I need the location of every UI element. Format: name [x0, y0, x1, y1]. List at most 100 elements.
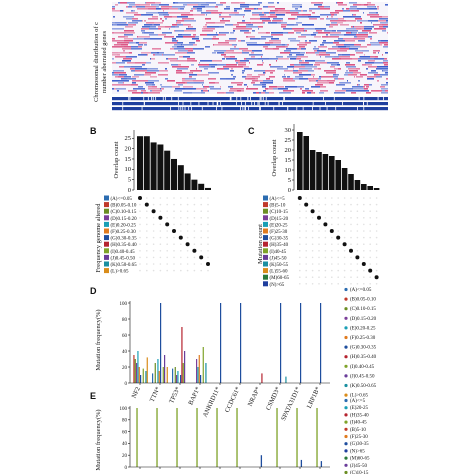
heatmap-cell [170, 48, 174, 50]
b-legend-swatch [104, 202, 109, 208]
heatmap-cell [254, 8, 256, 10]
heatmap-cell [330, 32, 341, 34]
heatmap-track-gap [242, 107, 244, 111]
e-legend-marker [344, 449, 348, 453]
heatmap-cell [165, 68, 167, 70]
heatmap-cell [293, 72, 302, 74]
heatmap-cell [133, 38, 144, 40]
c-matrix-cell [299, 223, 301, 226]
heatmap-cell [148, 88, 160, 90]
heatmap-cell [248, 22, 251, 24]
heatmap-cell [263, 72, 265, 74]
heatmap-cell [217, 92, 224, 94]
heatmap-cell [362, 50, 369, 52]
b-matrix-dot [178, 235, 183, 240]
d-bar [240, 303, 242, 383]
heatmap-cell [174, 90, 182, 92]
heatmap-cell [112, 38, 115, 40]
heatmap-cell [202, 30, 210, 32]
c-bar [341, 168, 348, 190]
heatmap-cell [331, 64, 333, 66]
heatmap-cell [183, 36, 195, 38]
heatmap-cell [370, 42, 379, 44]
heatmap-cell [340, 82, 351, 84]
heatmap-cell [360, 46, 367, 48]
heatmap-cell [206, 2, 216, 4]
heatmap-cell [309, 10, 312, 12]
heatmap-cell [333, 64, 337, 66]
b-legend-label: (F)0.25-0.30 [111, 230, 137, 235]
b-matrix-cell [152, 203, 155, 206]
c-matrix-cell [299, 276, 301, 279]
c-legend-label: (L)55-60 [270, 270, 289, 275]
heatmap-cell [271, 32, 283, 34]
heatmap-cell [352, 86, 363, 88]
c-matrix-cell [331, 263, 333, 265]
heatmap-cell [115, 4, 118, 6]
c-matrix-cell [343, 197, 346, 199]
heatmap-cell [355, 18, 362, 20]
heatmap-cell [354, 36, 357, 38]
b-legend-swatch [104, 208, 109, 214]
heatmap-cell [343, 16, 352, 18]
c-matrix-cell [305, 276, 308, 279]
heatmap-cell [334, 14, 337, 16]
heatmap-track-gap [323, 97, 324, 101]
heatmap-cell [358, 40, 365, 42]
heatmap-cell [358, 32, 368, 34]
heatmap-cell [309, 8, 320, 10]
c-matrix-cell [363, 197, 365, 199]
b-matrix-cell [200, 250, 202, 252]
heatmap-cell [129, 42, 133, 44]
panel-b-bars [137, 136, 211, 190]
heatmap-cell [181, 44, 182, 46]
c-matrix-cell [299, 256, 301, 259]
heatmap-cell [181, 14, 193, 16]
heatmap-cell [135, 68, 147, 70]
heatmap-track-gap [264, 102, 266, 106]
heatmap-cell [299, 62, 309, 64]
heatmap-cell [139, 42, 147, 44]
heatmap-cell [222, 18, 224, 20]
heatmap-cell [152, 16, 158, 18]
heatmap-cell [368, 66, 377, 68]
heatmap-cell [168, 58, 177, 60]
c-matrix-cell [350, 283, 352, 285]
heatmap-cell [342, 54, 350, 56]
b-matrix-cell [166, 217, 168, 219]
b-matrix-cell [173, 269, 175, 272]
heatmap-cell [369, 8, 377, 10]
b-bar [191, 179, 198, 190]
heatmap-cell [114, 88, 116, 90]
heatmap-cell [346, 8, 349, 10]
b-matrix-cell [173, 236, 175, 239]
heatmap-cell [141, 14, 153, 16]
heatmap-cell [112, 58, 114, 60]
b-matrix-cell [139, 223, 141, 226]
heatmap-cell [240, 4, 249, 6]
heatmap-cell [298, 36, 306, 38]
panel-c-upset: Overlap count Mutation count 05101520253… [257, 124, 380, 288]
c-matrix-cell [343, 230, 346, 232]
heatmap-cell [193, 14, 205, 16]
heatmap-cell [329, 82, 334, 84]
heatmap-cell [172, 38, 176, 40]
heatmap-cell [344, 44, 354, 46]
heatmap-cell [381, 84, 388, 86]
c-matrix-cell [375, 283, 378, 285]
heatmap-cell [338, 38, 339, 40]
heatmap-track-gap [357, 107, 358, 111]
heatmap-cell [123, 82, 124, 84]
c-matrix-cell [318, 230, 320, 232]
heatmap-cell [218, 42, 229, 44]
e-y-tick-label: 40 [122, 442, 128, 447]
panel-b-matrix [138, 196, 210, 272]
heatmap-cell [361, 4, 364, 6]
heatmap-cell [364, 54, 365, 56]
c-matrix-cell [311, 263, 314, 265]
heatmap-cell [297, 44, 307, 46]
c-matrix-cell [363, 236, 365, 239]
b-matrix-cell [193, 263, 196, 265]
heatmap-cell [383, 62, 385, 64]
